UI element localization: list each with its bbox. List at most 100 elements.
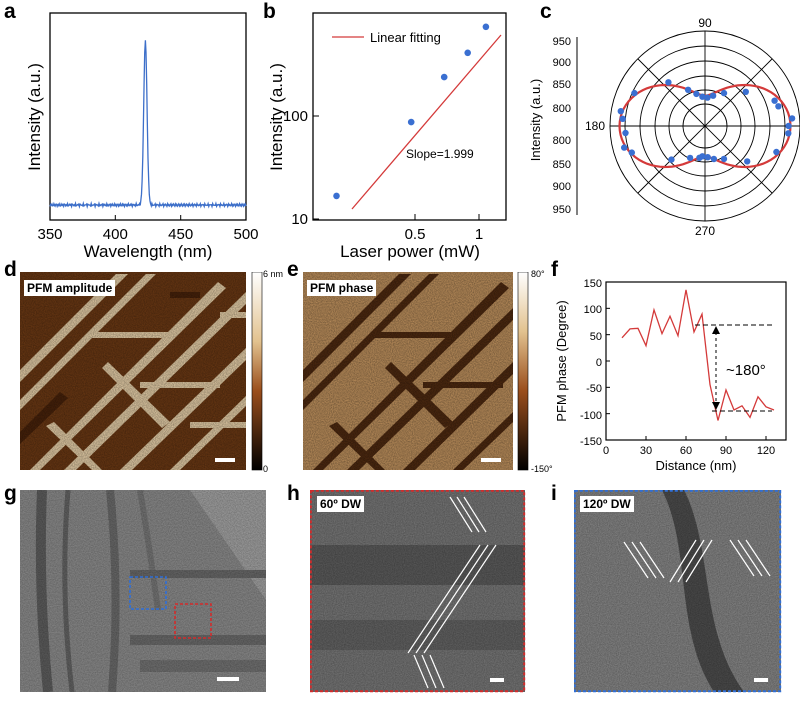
b-point-1 — [407, 118, 415, 126]
f-yticks — [606, 281, 610, 441]
f-annotation: ~180° — [726, 362, 766, 379]
c-angle-180: 180 — [585, 119, 605, 133]
c-points — [617, 79, 796, 165]
a-xlabel: Wavelength (nm) — [84, 242, 213, 261]
b-ytick-label-100: 100 — [283, 108, 308, 125]
f-ytick-label-1: 100 — [584, 304, 602, 316]
c-point-13 — [617, 108, 624, 115]
c-point-1 — [788, 115, 796, 122]
f-xtick-label-2: 60 — [680, 445, 692, 457]
chart-a: 350 400 450 500 Wavelength (nm) Intensit… — [25, 12, 259, 261]
c-angle-270: 270 — [695, 224, 715, 238]
c-point-24 — [720, 155, 728, 163]
f-ytick-label-0: 150 — [584, 278, 602, 290]
tem-overview-image — [20, 490, 266, 692]
a-xtick-label-3: 500 — [233, 226, 258, 243]
f-arrow-head-down — [712, 402, 720, 410]
chart-b: 10 100 0.5 1 Laser power (mW) Intensity … — [267, 12, 507, 261]
panel-label-d: d — [4, 258, 17, 281]
c-point-6 — [709, 92, 717, 99]
a-xtick-label-0: 350 — [37, 226, 62, 243]
chart-f: 150 100 50 0 -50 -100 -150 0 30 60 90 12… — [554, 278, 787, 473]
c-point-7 — [704, 94, 711, 101]
b-xlabel: Laser power (mW) — [340, 242, 480, 261]
pfm-phase-title: PFM phase — [307, 280, 377, 296]
c-rtick-lower-0: 800 — [553, 135, 571, 147]
pfm-amplitude-cbar-min: 0 — [263, 464, 269, 474]
c-point-9 — [693, 90, 700, 98]
f-xticks — [605, 436, 767, 440]
pfm-phase-image — [303, 272, 529, 471]
f-xtick-label-0: 0 — [603, 445, 609, 457]
f-ytick-label-5: -100 — [580, 410, 602, 422]
b-point-2 — [440, 73, 448, 81]
pfm-amplitude-title: PFM amplitude — [24, 280, 116, 296]
f-xlabel: Distance (nm) — [656, 458, 737, 473]
chart-a-xticks-g — [49, 215, 247, 220]
b-xtick-label-05: 0.5 — [405, 226, 426, 243]
a-xtick-label-2: 450 — [168, 226, 193, 243]
c-point-27 — [785, 130, 792, 137]
b-point-3 — [464, 49, 471, 57]
panel-label-e: e — [287, 258, 299, 281]
panel-label-a: a — [4, 0, 16, 23]
c-point-17 — [628, 149, 635, 156]
c-point-2 — [775, 103, 782, 110]
c-rtick-lower-3: 950 — [553, 204, 571, 216]
c-point-18 — [668, 156, 675, 163]
c-point-8 — [699, 93, 706, 100]
f-xtick-label-4: 120 — [757, 445, 775, 457]
f-ytick-label-2: 50 — [590, 331, 602, 343]
c-point-23 — [710, 155, 718, 163]
c-point-5 — [720, 89, 728, 97]
c-ylabel: Intensity (a.u.) — [528, 79, 543, 161]
a-xtick-label-1: 400 — [103, 226, 128, 243]
panel-label-i: i — [551, 482, 557, 505]
f-xtick-label-3: 90 — [720, 445, 732, 457]
f-arrow-head-up — [712, 326, 720, 334]
f-ytick-label-3: 0 — [596, 357, 602, 369]
c-fit-curve — [618, 83, 792, 169]
b-fit-line — [351, 34, 502, 210]
c-point-3 — [771, 97, 778, 104]
f-phase-line — [621, 289, 775, 421]
tem-120-dw-image — [574, 490, 782, 693]
c-rtick-lower-2: 900 — [553, 181, 571, 193]
f-ylabel: PFM phase (Degree) — [554, 300, 569, 421]
c-point-15 — [622, 129, 629, 137]
tem-120-dw-title: 120º DW — [580, 496, 634, 512]
f-xtick-label-1: 30 — [640, 445, 652, 457]
c-point-14 — [619, 115, 626, 123]
c-point-4 — [742, 88, 749, 96]
c-rtick-upper-2: 850 — [553, 79, 571, 91]
tem-60-dw-title: 60º DW — [317, 496, 365, 512]
c-point-26 — [773, 148, 780, 156]
panel-label-b: b — [263, 0, 276, 23]
b-xtick-label-1: 1 — [475, 226, 483, 243]
b-slope-annotation: Slope=1.999 — [406, 147, 474, 161]
f-ytick-label-4: -50 — [586, 383, 602, 395]
b-legend-label: Linear fitting — [370, 30, 441, 45]
chart-a-frame — [49, 12, 247, 221]
pfm-phase-cbar-max: 80° — [531, 269, 545, 279]
c-rtick-upper-1: 900 — [553, 57, 571, 69]
c-point-10 — [684, 86, 692, 94]
b-points — [333, 23, 490, 200]
c-point-0 — [785, 122, 792, 130]
c-point-16 — [621, 144, 628, 151]
c-point-21 — [699, 153, 706, 160]
a-spectrum-line — [49, 40, 247, 210]
b-ylabel: Intensity (a.u.) — [267, 63, 286, 171]
c-point-19 — [686, 154, 694, 162]
panel-label-c: c — [540, 0, 552, 23]
c-rtick-upper-3: 800 — [553, 103, 571, 115]
pfm-amplitude-image — [20, 272, 263, 471]
a-ylabel: Intensity (a.u.) — [25, 63, 44, 171]
pfm-phase-cbar-min: -150° — [531, 464, 553, 474]
chart-f-frame — [605, 281, 787, 441]
panel-label-g: g — [4, 482, 17, 505]
f-ytick-label-6: -150 — [580, 436, 602, 448]
c-rtick-lower-1: 850 — [553, 159, 571, 171]
c-angle-90: 90 — [698, 16, 712, 30]
chart-c: 90 180 270 950 900 850 800 800 850 900 9… — [528, 16, 800, 238]
